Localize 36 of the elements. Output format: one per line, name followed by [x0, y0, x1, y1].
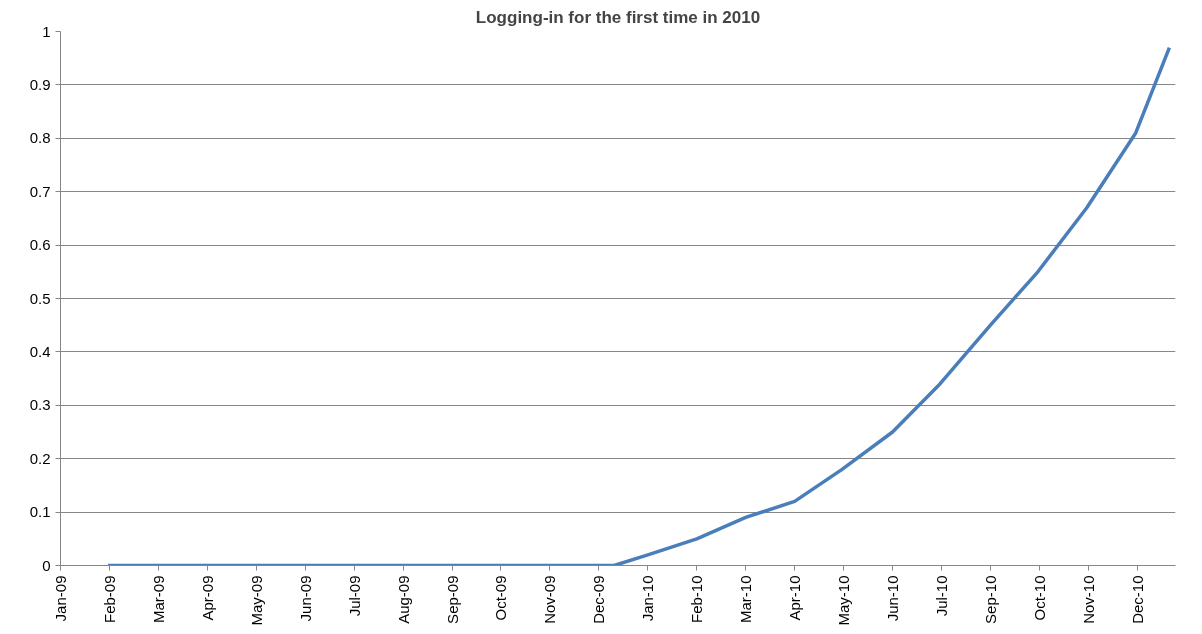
x-tick-label: Apr-09	[198, 575, 216, 621]
y-tick-label: 0.3	[29, 396, 51, 414]
x-tick-label: Sep-10	[981, 575, 999, 624]
x-tick-label: Feb-09	[100, 575, 118, 624]
x-tick-label: Aug-09	[394, 575, 412, 624]
x-tick-label: May-09	[247, 575, 265, 626]
y-tick-label: 0.6	[29, 236, 51, 254]
x-tick-label: May-10	[835, 575, 853, 626]
y-tick-label: 1	[42, 22, 51, 40]
chart-title: Logging-in for the first time in 2010	[475, 7, 761, 27]
y-tick-label: 0.5	[29, 289, 51, 307]
x-tick-label: Dec-09	[590, 575, 608, 624]
x-tick-label: Feb-10	[688, 575, 706, 624]
y-tick-label: 0.7	[29, 182, 51, 200]
x-tick-label: Apr-10	[786, 575, 804, 621]
x-tick-label: Sep-09	[443, 575, 461, 624]
x-tick-label: Jun-09	[296, 575, 314, 622]
y-tick-label: 0.2	[29, 449, 51, 467]
y-tick-label: 0	[42, 556, 51, 574]
x-tick-label: Oct-10	[1030, 575, 1048, 621]
x-tick-label: Dec-10	[1128, 575, 1146, 624]
y-tick-label: 0.4	[29, 342, 51, 360]
x-tick-label: Nov-10	[1079, 575, 1097, 624]
y-tick-label: 0.1	[29, 503, 51, 521]
y-tick-label: 0.9	[29, 75, 51, 93]
x-tick-label: Nov-09	[541, 575, 559, 624]
x-tick-label: Mar-09	[149, 575, 167, 624]
x-tick-label: Jan-09	[52, 575, 69, 622]
x-tick-label: Mar-10	[737, 575, 755, 624]
x-tick-label: Jul-09	[345, 575, 363, 617]
x-tick-label: Jan-10	[639, 575, 657, 622]
x-tick-label: Jul-10	[932, 575, 950, 617]
x-tick-label: Oct-09	[492, 575, 510, 621]
y-tick-label: 0.8	[29, 129, 51, 147]
x-tick-label: Jun-10	[884, 575, 902, 622]
line-series	[106, 45, 1172, 566]
